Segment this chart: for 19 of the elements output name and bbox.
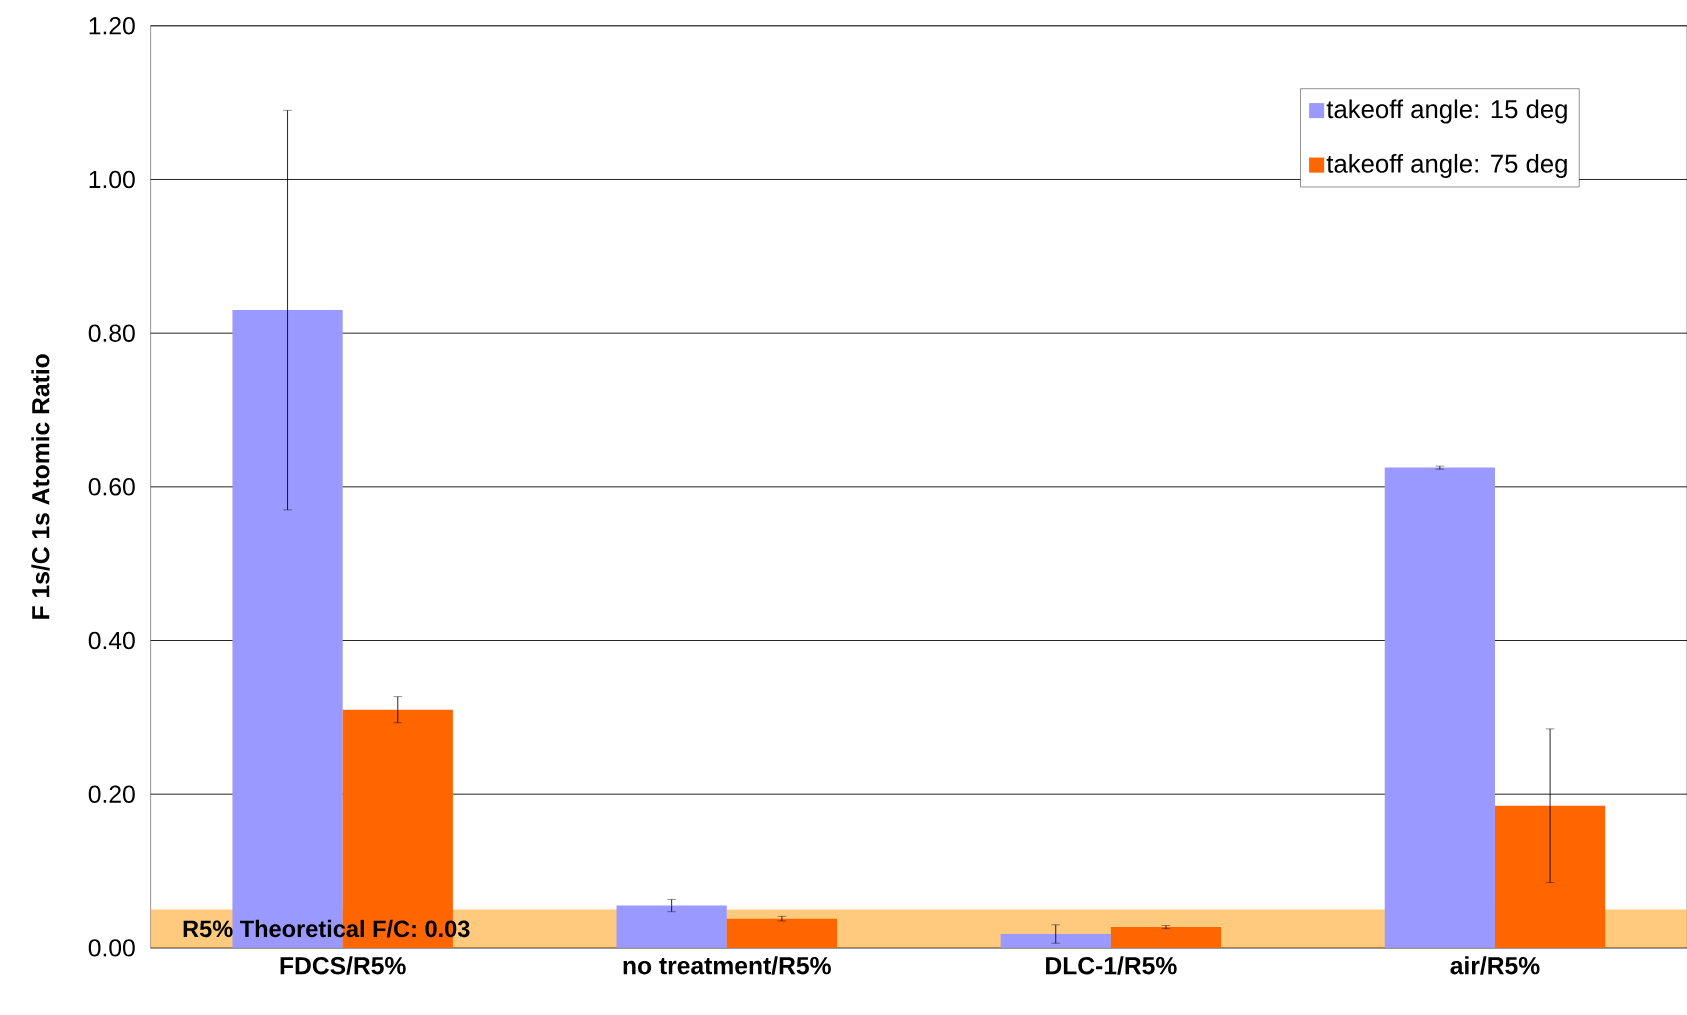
y-tick-label: 0.40 [88, 632, 135, 650]
x-tick-label: DLC-1/R5% [1046, 956, 1177, 975]
y-tick-label: 0.20 [88, 785, 135, 804]
y-tick-label: 1.00 [89, 170, 135, 189]
y-tick-label: 0.80 [88, 324, 135, 343]
y-tick-label: 1.20 [89, 17, 135, 35]
bar [1110, 927, 1222, 949]
bar [1384, 467, 1495, 949]
x-tick-label: FDCS/R5% [280, 956, 406, 975]
x-tick-label: air/R5% [1450, 956, 1540, 975]
bar [726, 918, 838, 949]
x-tick-label: no treatment/R5% [623, 956, 831, 975]
bar [1000, 934, 1111, 949]
y-tick-label: 0.00 [88, 939, 135, 957]
y-tick-label: 0.60 [88, 478, 135, 496]
legend-label: takeoff angle: 15 deg [1326, 99, 1567, 124]
y-axis-title: F 1s/C 1s Atomic Ratio [31, 354, 50, 619]
legend-label: takeoff angle: 75 deg [1326, 154, 1567, 179]
bar [616, 905, 727, 949]
